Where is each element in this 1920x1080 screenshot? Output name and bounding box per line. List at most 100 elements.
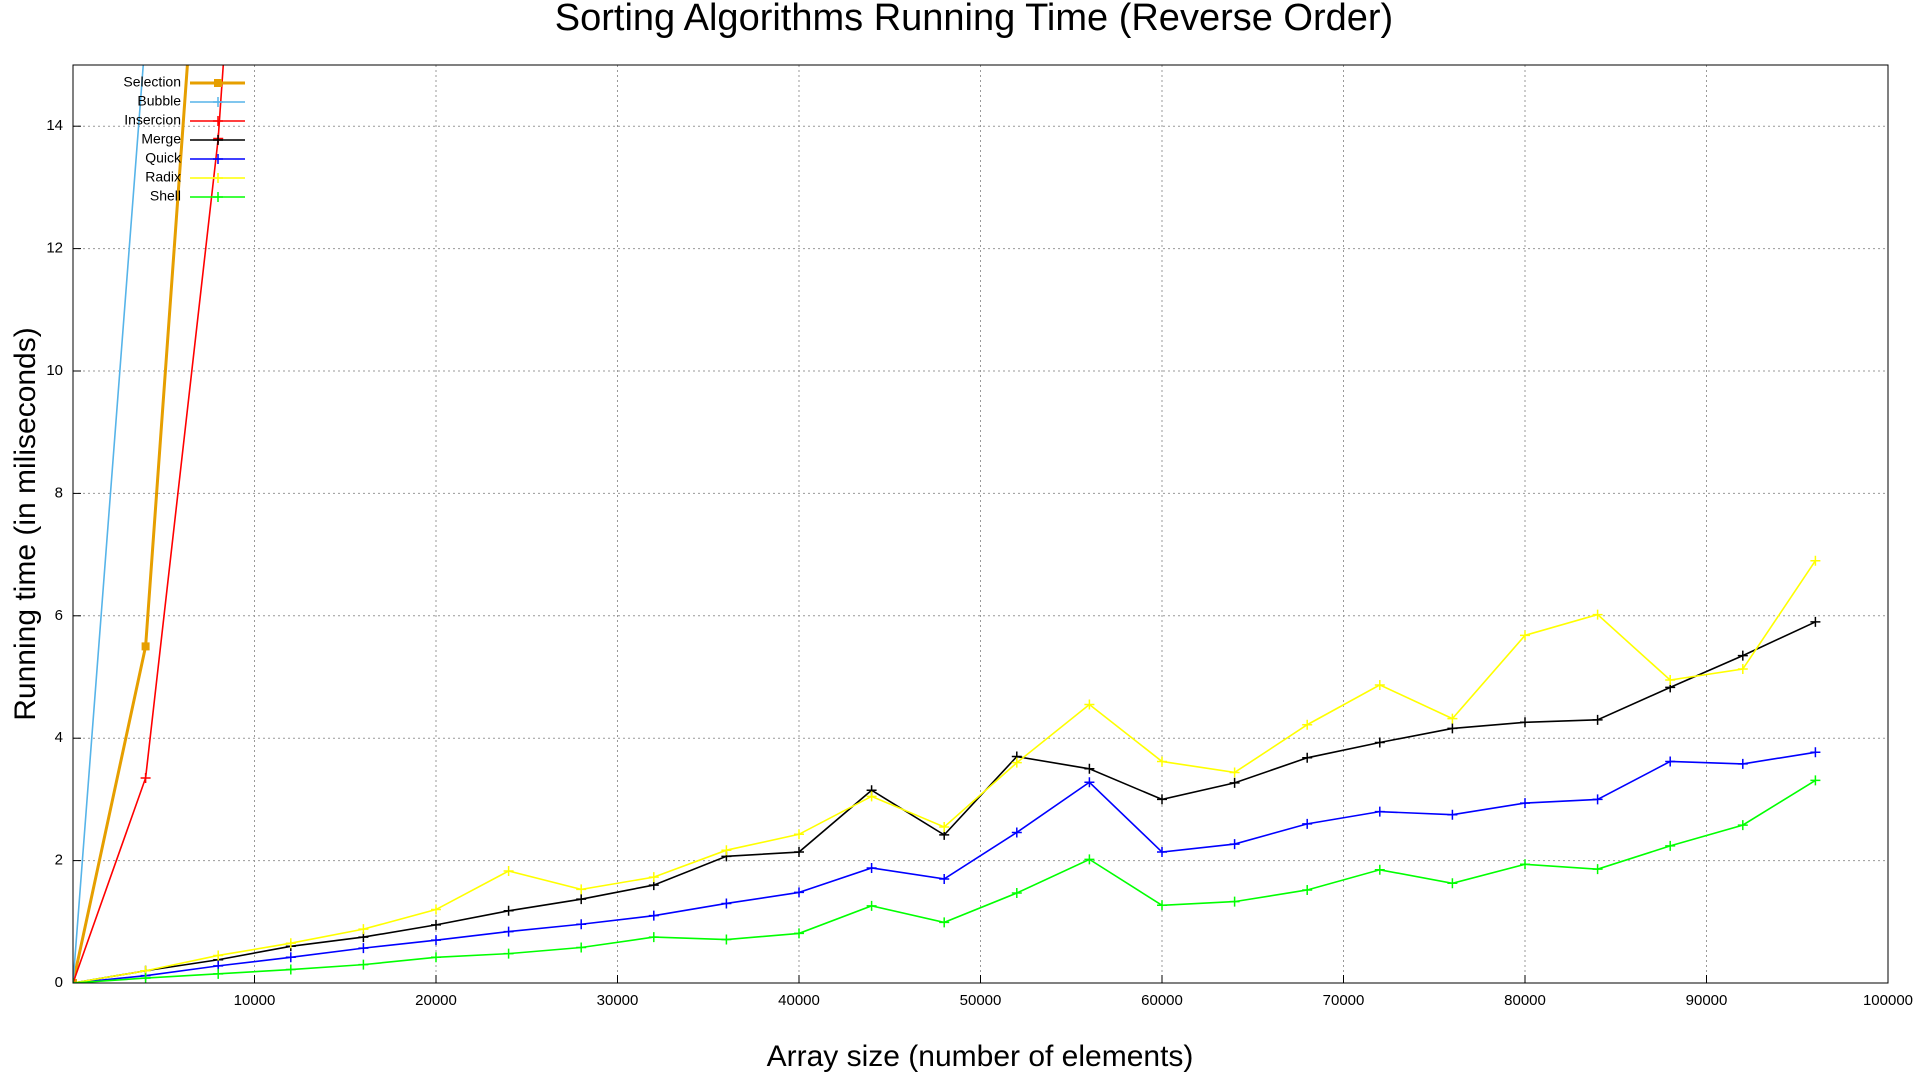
marker xyxy=(1592,864,1603,875)
marker xyxy=(1592,794,1603,805)
marker xyxy=(213,97,223,107)
marker xyxy=(431,935,441,946)
marker xyxy=(1157,900,1167,911)
marker xyxy=(1084,699,1095,710)
x-tick-label: 20000 xyxy=(415,992,457,1009)
marker xyxy=(866,862,877,873)
marker xyxy=(794,887,804,898)
chart-title: Sorting Algorithms Running Time (Reverse… xyxy=(555,0,1393,39)
marker xyxy=(1520,717,1530,728)
marker xyxy=(1302,719,1313,730)
marker xyxy=(1737,820,1748,831)
marker xyxy=(1374,806,1385,817)
marker xyxy=(214,79,222,87)
y-tick-label: 6 xyxy=(55,607,63,624)
marker xyxy=(648,872,659,883)
y-tick-label: 12 xyxy=(46,240,63,257)
marker xyxy=(721,845,732,856)
marker xyxy=(1810,616,1821,627)
marker xyxy=(1810,775,1821,786)
series-line xyxy=(73,621,1816,983)
series-line xyxy=(73,751,1816,983)
x-axis-label: Array size (number of elements) xyxy=(767,1040,1194,1073)
marker xyxy=(721,934,732,945)
marker xyxy=(1011,757,1022,768)
legend-label: Insercion xyxy=(124,112,181,128)
marker xyxy=(213,173,223,183)
x-tick-label: 80000 xyxy=(1504,992,1546,1009)
marker xyxy=(1084,854,1095,865)
x-tick-label: 90000 xyxy=(1686,992,1728,1009)
marker xyxy=(794,847,804,858)
marker xyxy=(1665,840,1676,851)
x-tick-label: 40000 xyxy=(778,992,820,1009)
marker xyxy=(1447,809,1458,820)
marker xyxy=(1520,859,1530,870)
marker xyxy=(576,919,587,930)
marker xyxy=(576,894,587,905)
marker xyxy=(1737,758,1748,769)
marker xyxy=(1229,896,1240,907)
marker xyxy=(213,192,223,202)
marker xyxy=(576,884,587,895)
marker xyxy=(1665,756,1676,767)
legend-label: Merge xyxy=(141,131,181,147)
grid xyxy=(73,65,1889,984)
plot-area xyxy=(73,65,1821,983)
marker xyxy=(648,932,659,943)
marker xyxy=(358,924,369,935)
marker xyxy=(866,900,877,911)
marker xyxy=(213,154,223,164)
marker xyxy=(1520,798,1530,809)
legend-label: Shell xyxy=(150,188,181,204)
legend-label: Bubble xyxy=(137,93,181,109)
marker xyxy=(939,821,950,832)
marker xyxy=(1447,723,1458,734)
marker xyxy=(1447,878,1458,889)
marker xyxy=(1374,864,1385,875)
x-tick-label: 60000 xyxy=(1141,992,1183,1009)
marker xyxy=(431,904,441,915)
marker xyxy=(1157,756,1167,767)
x-tick-label: 10000 xyxy=(234,992,276,1009)
marker xyxy=(1229,839,1240,850)
marker xyxy=(213,968,224,979)
series-line xyxy=(73,65,225,983)
marker xyxy=(1084,777,1095,788)
legend: Selection Bubble Insercion Merge Quick Radix S… xyxy=(123,74,245,204)
marker xyxy=(285,964,296,975)
marker xyxy=(1374,679,1385,690)
marker xyxy=(1229,777,1240,788)
marker xyxy=(1302,818,1313,829)
marker xyxy=(1592,609,1603,620)
marker xyxy=(866,791,877,802)
marker xyxy=(503,905,514,916)
marker xyxy=(1084,763,1095,774)
marker xyxy=(1447,713,1458,724)
marker xyxy=(285,938,296,949)
marker xyxy=(1737,664,1748,675)
marker xyxy=(794,829,804,840)
marker xyxy=(1302,884,1313,895)
y-tick-label: 0 xyxy=(55,974,63,991)
marker xyxy=(1157,794,1167,805)
legend-label: Quick xyxy=(145,150,182,166)
marker xyxy=(1737,650,1748,661)
marker xyxy=(358,943,369,954)
marker xyxy=(73,979,77,983)
y-tick-label: 4 xyxy=(55,729,63,746)
legend-label: Selection xyxy=(123,74,181,90)
marker xyxy=(140,772,151,783)
marker xyxy=(794,928,804,939)
marker xyxy=(1592,714,1603,725)
marker xyxy=(1520,630,1530,641)
marker xyxy=(140,973,151,983)
marker xyxy=(1302,752,1313,763)
marker xyxy=(213,950,224,961)
marker xyxy=(648,910,659,921)
marker xyxy=(213,135,223,145)
marker xyxy=(939,873,950,884)
marker xyxy=(1810,555,1821,566)
x-tick-label: 50000 xyxy=(960,992,1002,1009)
